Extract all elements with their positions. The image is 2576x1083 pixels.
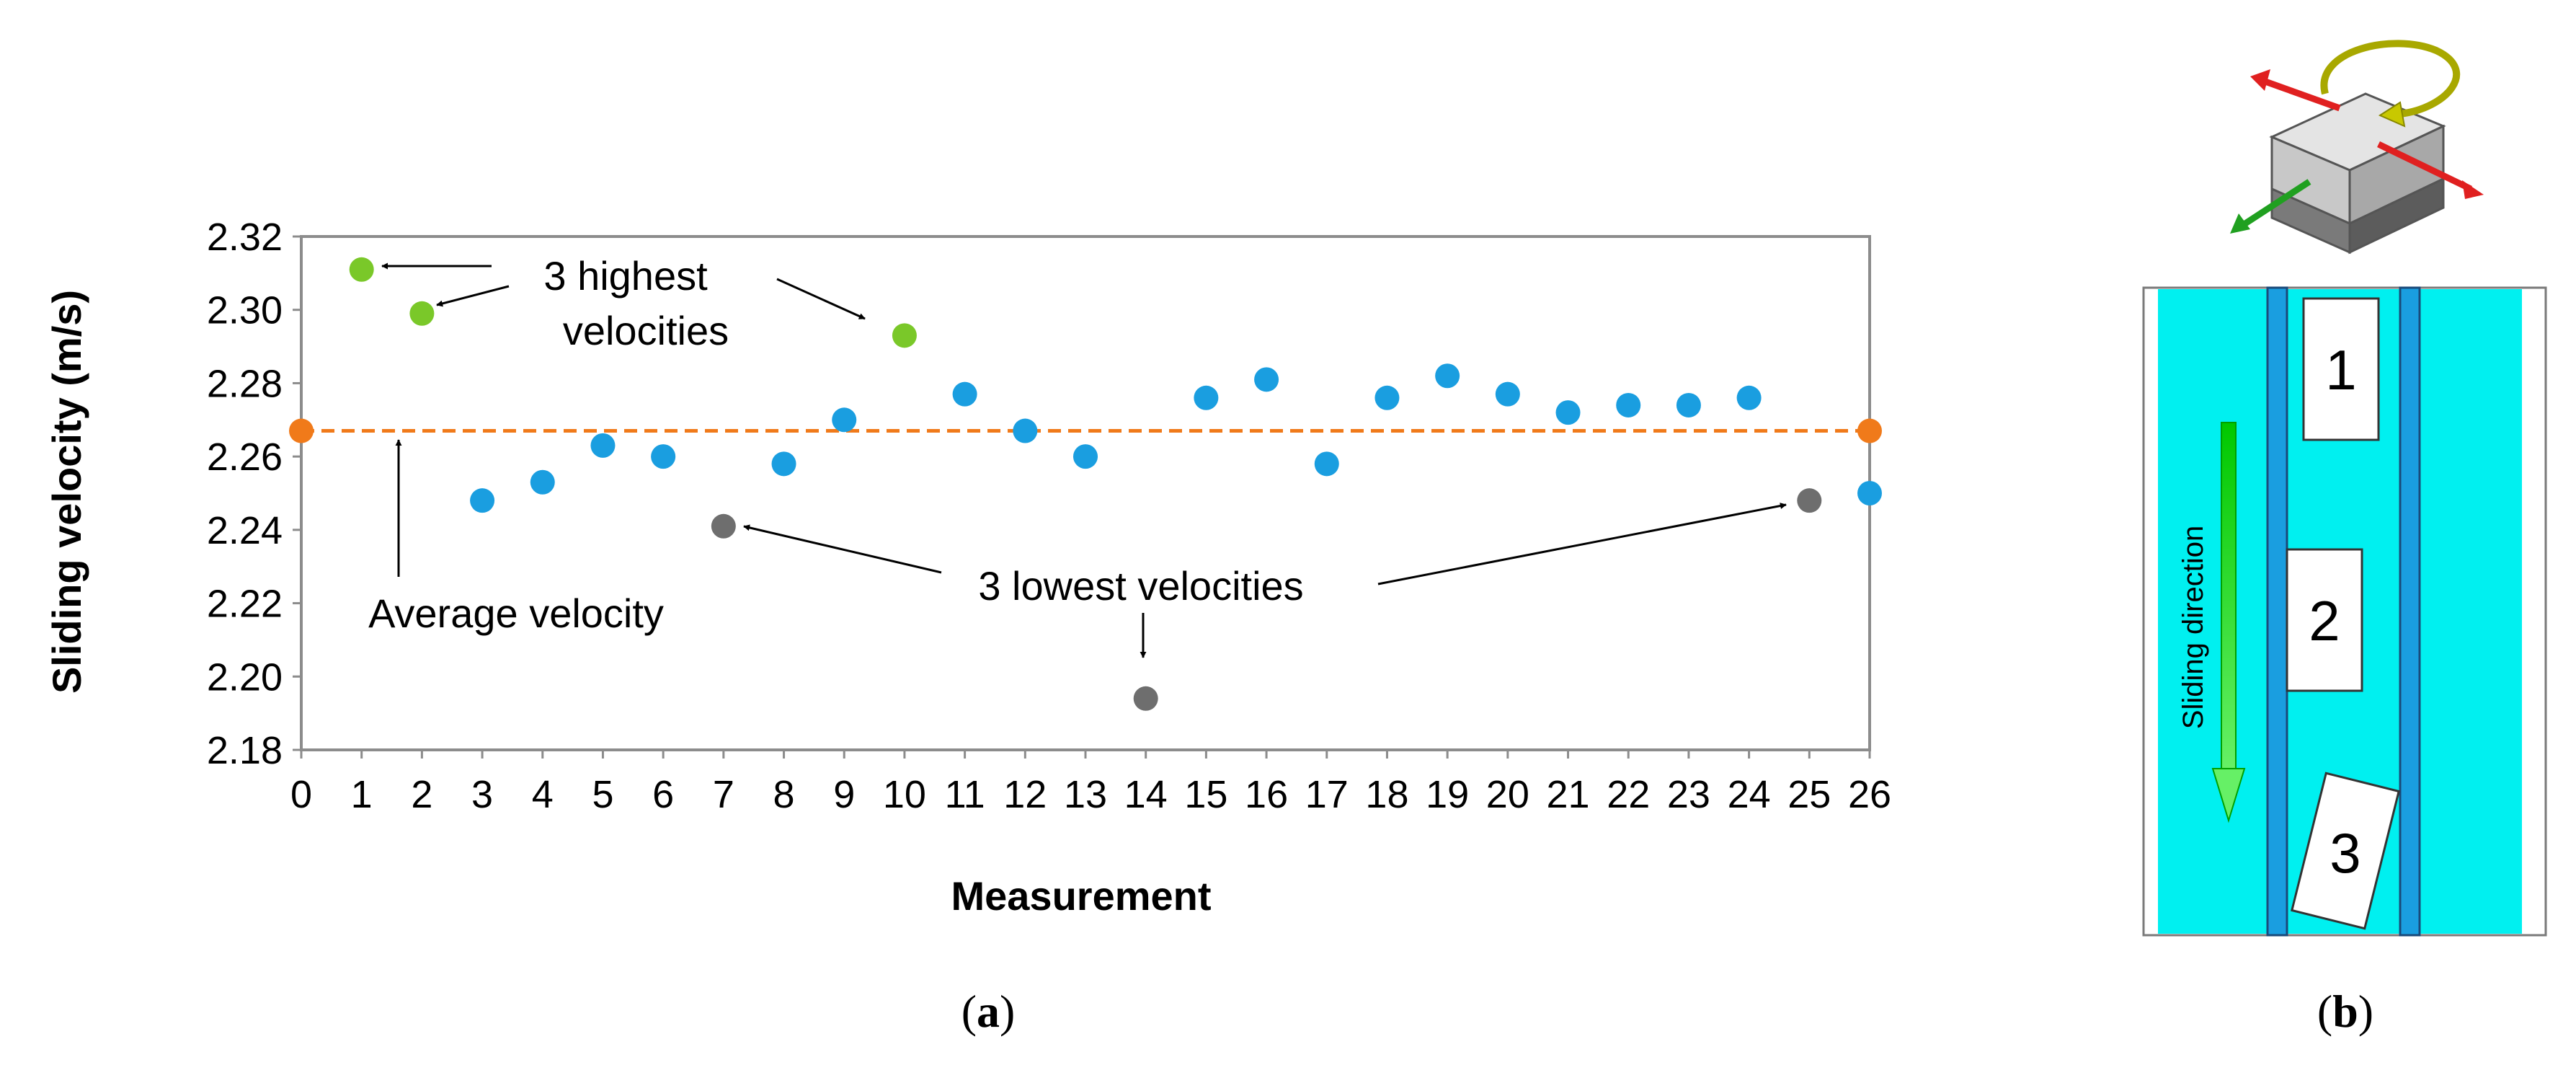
data-point [409, 301, 435, 326]
y-tick-label: 2.28 [207, 362, 283, 405]
data-point [771, 451, 796, 477]
x-tick-label: 15 [1184, 773, 1227, 816]
average-endpoint-marker [289, 418, 314, 443]
annotation-arrows [381, 262, 1787, 658]
sliding-schematic: 1 2 3 Sliding direction (b) [2142, 40, 2547, 1037]
x-tick-label: 18 [1365, 773, 1408, 816]
x-tick-label: 25 [1787, 773, 1831, 816]
panel-b-label: (b) [2317, 986, 2373, 1037]
x-tick-label: 17 [1305, 773, 1349, 816]
x-tick-label: 9 [833, 773, 855, 816]
data-point [530, 469, 555, 495]
green-axis-arrow-icon [2241, 179, 2311, 228]
plot-area [300, 235, 1871, 751]
data-point [952, 381, 977, 407]
y-tick-label: 2.26 [207, 436, 283, 479]
data-point [590, 433, 616, 458]
x-tick-label: 21 [1546, 773, 1589, 816]
data-point [470, 488, 495, 513]
data-point [892, 323, 917, 348]
data-point [349, 257, 374, 282]
x-tick-label: 1 [351, 773, 373, 816]
data-point [1073, 444, 1098, 469]
data-point [1616, 392, 1641, 417]
data-point [1194, 385, 1219, 410]
data-point [832, 407, 857, 433]
average-endpoint-marker [1857, 418, 1882, 443]
x-axis-title: Measurement [951, 873, 1211, 919]
arrow-to-point-2 [436, 285, 510, 307]
x-tick-label: 16 [1245, 773, 1288, 816]
data-point [1797, 488, 1822, 513]
box-3 [2291, 772, 2400, 930]
y-tick-label: 2.20 [207, 655, 283, 699]
data-point [1736, 385, 1762, 410]
data-point [1133, 686, 1158, 711]
x-tick-label: 10 [883, 773, 926, 816]
rotation-arrow-icon [2320, 40, 2461, 118]
y-axis: 2.18 2.20 2.22 2.24 2.26 2.28 2.30 2.32 [207, 216, 301, 772]
data-point [1435, 363, 1460, 389]
x-tick-label: 0 [290, 773, 312, 816]
x-tick-label: 7 [713, 773, 734, 816]
panel-a-label: (a) [961, 986, 1016, 1037]
red-axis-arrow-right-icon [2377, 141, 2472, 193]
box-2-label: 2 [2309, 589, 2340, 653]
data-point [1013, 418, 1038, 443]
x-tick-label: 24 [1728, 773, 1771, 816]
y-axis-title: Sliding velocity (m/s) [44, 290, 89, 694]
annotation-lowest: 3 lowest velocities [978, 563, 1303, 609]
x-tick-label: 19 [1426, 773, 1469, 816]
x-tick-label: 22 [1607, 773, 1650, 816]
block-3d-icon [2230, 40, 2484, 255]
arrow-to-point-10 [776, 278, 866, 320]
box-1-label: 1 [2325, 338, 2356, 402]
x-tick-label: 11 [945, 773, 985, 816]
y-tick-label: 2.24 [207, 509, 283, 552]
box-1 [2302, 297, 2380, 441]
annotation-highest-line2: velocities [563, 308, 729, 353]
x-tick-label: 3 [471, 773, 493, 816]
x-tick-label: 20 [1486, 773, 1529, 816]
x-tick-label: 2 [411, 773, 432, 816]
red-axis-arrow-left-icon [2262, 77, 2341, 112]
box-2 [2286, 548, 2363, 692]
arrow-to-point-25 [1377, 503, 1787, 585]
data-points [289, 257, 1882, 711]
x-tick-label: 5 [592, 773, 613, 816]
data-point [1495, 381, 1520, 407]
y-tick-label: 2.18 [207, 729, 283, 772]
x-tick-label: 13 [1064, 773, 1107, 816]
x-tick-label: 12 [1003, 773, 1047, 816]
data-point [651, 444, 676, 469]
x-tick-label: 23 [1667, 773, 1710, 816]
y-tick-label: 2.30 [207, 289, 283, 332]
box-3-label: 3 [2329, 821, 2360, 885]
sliding-direction-label: Sliding direction [2177, 526, 2209, 729]
annotation-average: Average velocity [368, 591, 664, 636]
data-point [1254, 367, 1279, 392]
data-point [1555, 400, 1581, 425]
data-point [1676, 392, 1701, 417]
data-point [1374, 385, 1400, 410]
y-tick-label: 2.32 [207, 216, 283, 259]
sliding-direction-arrow-icon [2221, 422, 2237, 769]
data-point [1857, 481, 1882, 505]
data-point [711, 513, 736, 539]
x-axis: 0 1 2 3 4 5 6 7 8 9 10 11 12 13 14 15 16 17 18 19 20 21 22 23 24… [290, 750, 1891, 816]
x-tick-label: 4 [532, 773, 554, 816]
arrow-to-point-7 [743, 524, 942, 574]
left-rail [2266, 286, 2288, 937]
x-tick-label: 6 [652, 773, 674, 816]
y-tick-label: 2.22 [207, 583, 283, 626]
x-tick-label: 26 [1848, 773, 1891, 816]
x-tick-label: 14 [1124, 773, 1168, 816]
right-rail [2399, 286, 2421, 937]
x-tick-label: 8 [773, 773, 795, 816]
data-point [1314, 451, 1339, 477]
annotation-highest-line1: 3 highest [543, 253, 708, 299]
